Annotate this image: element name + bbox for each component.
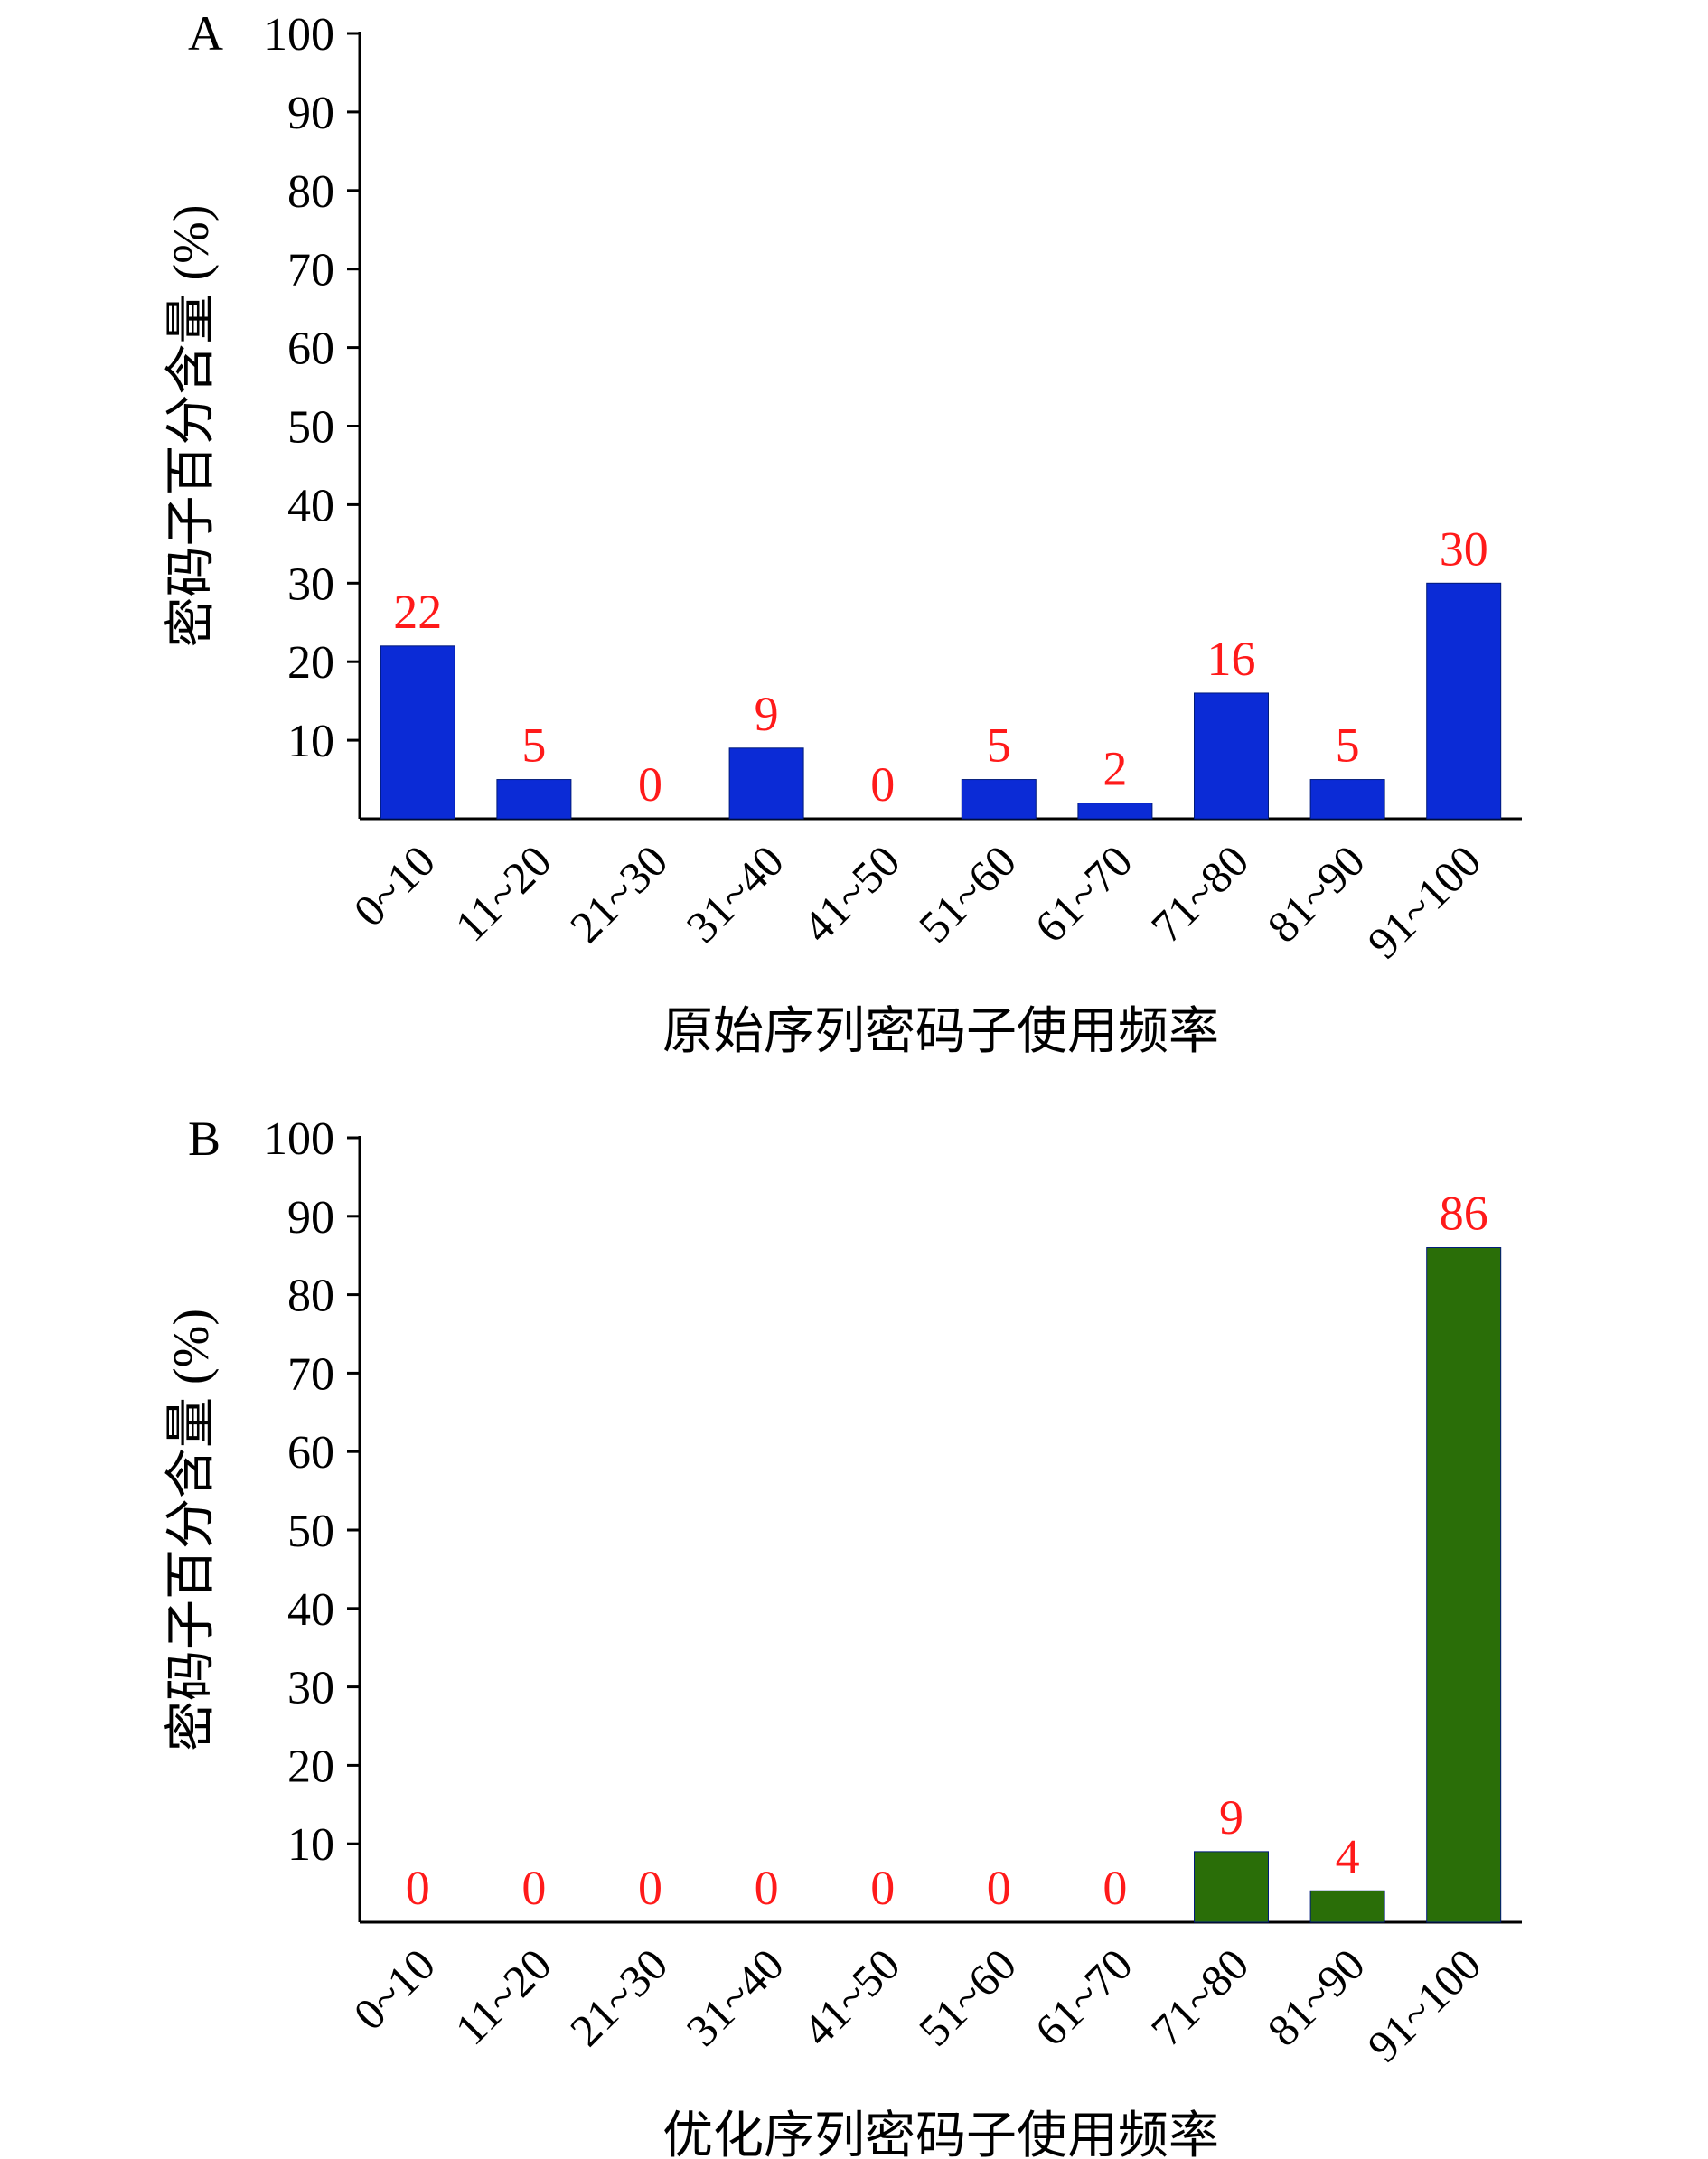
panel-a-data-label: 16: [1207, 632, 1256, 686]
panel-a-bar: [1309, 779, 1385, 820]
panel-b-data-label: 0: [870, 1861, 895, 1915]
panel-a-bar: [1194, 692, 1269, 820]
panel-a-x-category-label: 71~80: [1141, 835, 1258, 952]
panel-b-bar: [1194, 1851, 1269, 1923]
panel-a-bar: [728, 747, 804, 820]
panel-b-x-category-label: 11~20: [446, 1938, 561, 2054]
panel-b-x-axis-title: 优化序列密码子使用频率: [662, 2108, 1219, 2159]
panel-a-data-label: 30: [1440, 521, 1488, 576]
panel-b-data-label: 0: [1103, 1861, 1127, 1915]
panel-a-data-label: 5: [1336, 718, 1360, 773]
panel-a-y-tick-label: 50: [287, 402, 334, 454]
panel-b-x-category-label: 51~60: [909, 1938, 1026, 2055]
panel-b-data-label: 0: [755, 1861, 779, 1915]
panel-a-y-tick-label: 40: [287, 480, 334, 531]
panel-a-data-label: 5: [521, 718, 546, 773]
panel-a-letter: A: [188, 6, 223, 61]
panel-a-data-label: 2: [1103, 742, 1127, 796]
panel-a-bar: [961, 779, 1037, 820]
panel-b-y-tick-label: 60: [287, 1427, 334, 1478]
panel-a-x-category-label: 81~90: [1257, 835, 1374, 952]
panel-a-x-category-label: 21~30: [560, 835, 677, 952]
panel-a-y-tick-label: 60: [287, 324, 334, 375]
panel-b-x-category-label: 91~100: [1357, 1938, 1490, 2071]
panel-a-y-tick-label: 100: [264, 9, 334, 61]
panel-b-y-tick-label: 40: [287, 1584, 334, 1636]
panel-a-bar: [496, 779, 572, 820]
panel-a-y-axis-title: 密码子百分含量 (%): [164, 205, 220, 648]
panel-b-y-tick-label: 30: [287, 1663, 334, 1714]
panel-b-data-label: 4: [1336, 1829, 1360, 1883]
panel-a-y-tick-label: 90: [287, 88, 334, 139]
panel-b-x-category-label: 21~30: [560, 1938, 677, 2055]
panel-a-data-label: 9: [755, 687, 779, 741]
panel-b-x-category-label: 61~70: [1025, 1938, 1141, 2055]
panel-a-x-category-label: 0~10: [343, 835, 445, 936]
panel-b-data-label: 9: [1219, 1790, 1243, 1845]
panel-a-bar: [1077, 803, 1153, 820]
panel-a-x-axis-title: 原始序列密码子使用频率: [662, 1004, 1219, 1060]
panel-a-y-tick-label: 30: [287, 559, 334, 610]
panel-b-x-category-label: 0~10: [343, 1938, 445, 2040]
panel-a-x-category-label: 31~40: [676, 835, 793, 952]
panel-b-bar: [1309, 1890, 1385, 1923]
panel-a-y-tick-label: 80: [287, 166, 334, 218]
panel-a-data-label: 0: [638, 757, 662, 812]
panel-b-y-tick-label: 80: [287, 1271, 334, 1322]
panel-b-y-tick-label: 70: [287, 1348, 334, 1400]
panel-b-y-tick-label: 50: [287, 1506, 334, 1557]
panel-a-data-label: 0: [870, 757, 895, 812]
panel-a-x-category-label: 41~50: [793, 835, 909, 952]
panel-a-bar: [380, 645, 455, 820]
panel-b-data-label: 0: [521, 1861, 546, 1915]
panel-b-y-tick-label: 10: [287, 1819, 334, 1871]
panel-b-chart: B 密码子百分含量 (%) 优化序列密码子使用频率 10203040506070…: [164, 1112, 1522, 2159]
panel-a-x-category-label: 51~60: [909, 835, 1026, 952]
panel-a-y-tick-label: 10: [287, 716, 334, 767]
panel-b-data-label: 0: [406, 1861, 430, 1915]
panel-a-bar: [1426, 582, 1502, 820]
panel-b-data-label: 0: [987, 1861, 1011, 1915]
panel-a-data-label: 22: [393, 585, 442, 639]
panel-b-y-tick-label: 90: [287, 1192, 334, 1244]
panel-a-x-category-label: 91~100: [1357, 835, 1490, 968]
panel-b-y-tick-label: 100: [264, 1113, 334, 1165]
panel-b-data-label: 0: [638, 1861, 662, 1915]
panel-b-x-category-label: 41~50: [793, 1938, 909, 2055]
panel-b-data-label: 86: [1440, 1187, 1488, 1241]
panel-a-y-tick-label: 70: [287, 245, 334, 296]
panel-a-chart: A 密码子百分含量 (%) 原始序列密码子使用频率 10203040506070…: [164, 6, 1522, 1060]
panel-b-letter: B: [188, 1112, 221, 1166]
panel-b-x-category-label: 81~90: [1257, 1938, 1374, 2055]
panel-b-x-category-label: 71~80: [1141, 1938, 1258, 2055]
panel-a-data-label: 5: [987, 718, 1011, 773]
panel-b-bar: [1426, 1247, 1502, 1923]
panel-b-y-tick-label: 20: [287, 1741, 334, 1792]
panel-a-x-category-label: 61~70: [1025, 835, 1141, 952]
panel-b-y-axis-title: 密码子百分含量 (%): [164, 1309, 220, 1751]
panel-a-y-tick-label: 20: [287, 637, 334, 689]
panel-b-x-category-label: 31~40: [676, 1938, 793, 2055]
panel-a-x-category-label: 11~20: [446, 835, 561, 951]
